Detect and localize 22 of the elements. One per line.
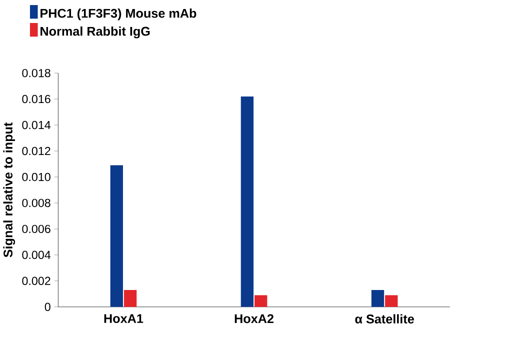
- legend-label: PHC1 (1F3F3) Mouse mAb: [40, 8, 196, 20]
- y-tick-label: 0.004: [22, 250, 51, 260]
- y-tick-label: 0.016: [22, 94, 50, 104]
- bar: [110, 165, 123, 307]
- bar: [240, 96, 254, 307]
- x-tick-label: α Satellite: [355, 314, 414, 324]
- y-tick-label: 0.006: [22, 224, 50, 234]
- y-tick-label: 0.010: [22, 172, 50, 182]
- y-tick-label: 0.014: [22, 120, 51, 130]
- x-tick-label: HoxA2: [234, 314, 274, 324]
- y-tick-label: 0.012: [22, 146, 50, 156]
- y-tick-label: 0: [44, 302, 50, 311]
- y-axis-title: Signal relative to input: [3, 122, 16, 258]
- bar: [385, 295, 398, 307]
- y-tick-label: 0.002: [22, 276, 50, 286]
- bar: [371, 290, 384, 307]
- y-tick-label: 0.018: [22, 68, 50, 78]
- bar: [254, 295, 268, 307]
- y-tick-label: 0.008: [22, 198, 50, 208]
- x-tick-label: HoxA1: [104, 314, 144, 324]
- legend-label: Normal Rabbit IgG: [40, 26, 150, 38]
- bar: [124, 290, 137, 307]
